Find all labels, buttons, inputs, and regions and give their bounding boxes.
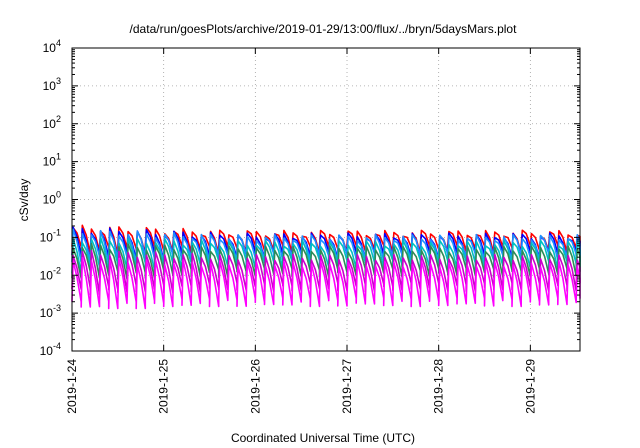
x-tick-label: 2019-1-29 bbox=[523, 359, 537, 414]
y-tick-label: 10-2 bbox=[40, 265, 61, 282]
chart-title: /data/run/goesPlots/archive/2019-01-29/1… bbox=[130, 22, 518, 36]
y-tick-label: 10-4 bbox=[40, 341, 61, 358]
series-line bbox=[71, 256, 581, 310]
y-tick-label: 104 bbox=[43, 38, 61, 55]
series-group bbox=[71, 224, 581, 310]
x-tick-label: 2019-1-27 bbox=[340, 359, 354, 414]
x-tick-label: 2019-1-25 bbox=[157, 359, 171, 414]
x-tick-label: 2019-1-24 bbox=[65, 359, 79, 414]
grid bbox=[71, 48, 580, 351]
x-tick-labels: 2019-1-24 2019-1-25 2019-1-26 2019-1-27 2019… bbox=[65, 359, 537, 414]
y-tick-label: 101 bbox=[43, 152, 61, 169]
x-tick-label: 2019-1-26 bbox=[248, 359, 262, 414]
y-tick-label: 10-3 bbox=[40, 303, 61, 320]
y-tick-label: 103 bbox=[43, 76, 61, 93]
x-tick-label: 2019-1-28 bbox=[432, 359, 446, 414]
y-axis-label: cSv/day bbox=[17, 179, 31, 222]
y-tick-label: 10-1 bbox=[40, 227, 61, 244]
plot-frame bbox=[71, 47, 581, 352]
y-tick-label: 102 bbox=[43, 114, 61, 131]
x-axis-label: Coordinated Universal Time (UTC) bbox=[231, 431, 415, 445]
y-tick-labels: 10-4 10-3 10-2 10-1 100 101 102 103 104 bbox=[40, 38, 61, 358]
y-tick-label: 100 bbox=[43, 190, 61, 207]
